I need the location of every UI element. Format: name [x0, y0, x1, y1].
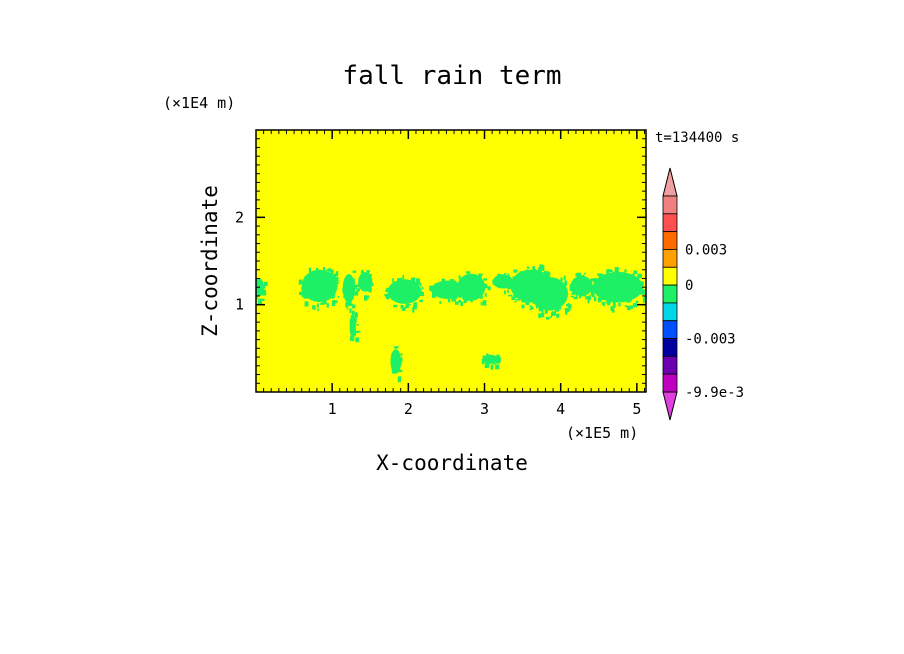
colorbar-band [662, 373, 678, 393]
y-tick-label: 1 [235, 296, 244, 314]
field-region [298, 267, 340, 312]
field-region [349, 310, 361, 343]
y-ticks: 12 [235, 208, 646, 314]
colorbar-bottom-arrow [662, 391, 678, 421]
y-unit-label: (×1E4 m) [163, 94, 235, 112]
field-region [587, 267, 646, 313]
x-tick-label: 1 [328, 400, 337, 418]
colorbar-band [662, 231, 678, 250]
colorbar-label: -9.9e-3 [685, 385, 744, 401]
colorbar-band [662, 195, 678, 215]
colorbar-band [662, 213, 678, 233]
field-region [481, 353, 501, 370]
time-label: t=134400 s [655, 130, 739, 146]
colorbar-band [662, 338, 678, 357]
colorbar-band [662, 355, 678, 375]
field-layer [256, 264, 646, 383]
field-region [390, 346, 403, 383]
field-region [357, 269, 374, 301]
colorbar: 0.003 0 -0.003 -9.9e-3 [662, 167, 744, 421]
colorbar-band [662, 302, 678, 322]
colorbar-band [662, 320, 678, 339]
x-tick-label: 2 [404, 400, 413, 418]
colorbar-label: -0.003 [685, 332, 736, 348]
plot-background [256, 130, 646, 392]
colorbar-label: 0 [685, 278, 693, 294]
x-ticks: 1 2 3 4 5 [328, 130, 641, 418]
chart-title: fall rain term [342, 61, 561, 91]
colorbar-band [662, 249, 678, 268]
colorbar-top-arrow [662, 167, 678, 197]
field-region [384, 274, 424, 313]
y-axis-label: Z-coordinate [198, 185, 222, 337]
x-axis-label: X-coordinate [376, 451, 528, 475]
colorbar-band [662, 266, 678, 286]
x-tick-label: 4 [556, 400, 565, 418]
field-region [342, 270, 360, 313]
x-tick-label: 5 [632, 400, 641, 418]
colorbar-label: 0.003 [685, 243, 727, 259]
field-region [457, 271, 491, 306]
field-region [527, 271, 574, 320]
x-unit-label: (×1E5 m) [566, 424, 638, 442]
y-tick-label: 2 [235, 208, 244, 226]
x-tick-label: 3 [480, 400, 489, 418]
colorbar-band [662, 284, 678, 304]
